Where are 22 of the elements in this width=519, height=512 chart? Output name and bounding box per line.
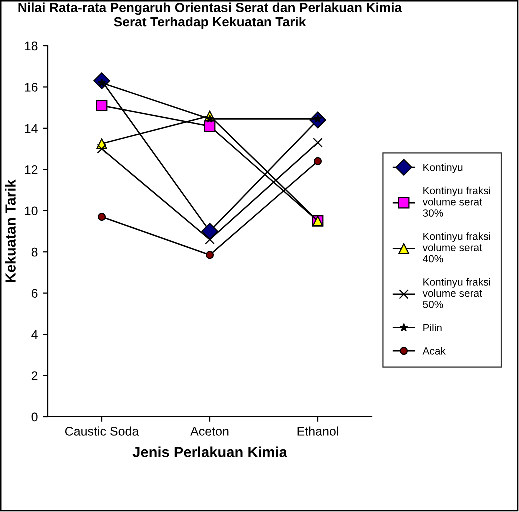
y-tick-label: 0 bbox=[32, 412, 38, 422]
y-tick-label: 8 bbox=[32, 248, 38, 257]
y-tick-label: 4 bbox=[32, 330, 38, 340]
x-tick-label: Ethanol bbox=[298, 426, 338, 436]
y-tick-label: 12 bbox=[25, 165, 38, 174]
y-axis-title: Kekuatan Tarik bbox=[5, 180, 16, 282]
y-tick-label: 16 bbox=[25, 83, 38, 92]
y-tick-label: 18 bbox=[25, 42, 38, 51]
y-tick-label: 10 bbox=[25, 206, 38, 216]
y-tick-label: 6 bbox=[32, 289, 38, 298]
legend-label: Kontinyu bbox=[424, 164, 463, 174]
chart-title: Nilai Rata-rata Pengaruh Orientasi Serat dan Perlakuan Kimia Serat Terhadap Kekuatan Tarik bbox=[18, 2, 402, 30]
y-tick-label: 2 bbox=[32, 372, 38, 380]
x-tick-label: Aceton bbox=[190, 427, 229, 436]
legend-label: Kontinyu fraksi volume serat 50% bbox=[422, 278, 490, 308]
x-axis-title: Jenis Perlakuan Kimia bbox=[132, 446, 288, 458]
legend-label: Kontinyu fraksi volume serat 40% bbox=[422, 232, 490, 263]
legend-label: Kontinyu fraksi volume serat 30% bbox=[422, 186, 490, 217]
x-tick-label: Caustic Soda bbox=[65, 426, 140, 436]
legend-label: Pilin bbox=[424, 324, 442, 332]
y-tick-label: 14 bbox=[25, 124, 38, 133]
legend-label: Acak bbox=[422, 347, 446, 355]
